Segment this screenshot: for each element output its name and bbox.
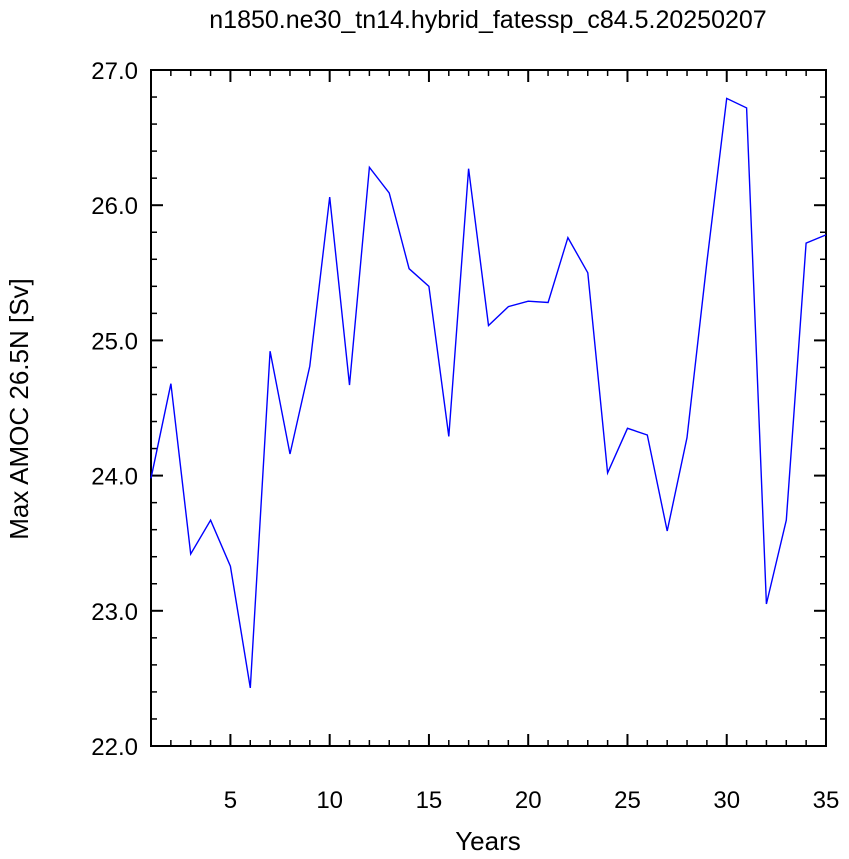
- major-ticks: [151, 69, 827, 747]
- amoc-series-line: [150, 97, 827, 689]
- y-tick-label: 22.0: [91, 734, 138, 761]
- y-tick-label: 25.0: [91, 328, 138, 355]
- x-tick-label: 10: [316, 787, 343, 814]
- y-tick-label: 27.0: [91, 58, 138, 85]
- x-tick-label: 30: [713, 787, 740, 814]
- x-tick-label: 15: [416, 787, 443, 814]
- y-axis-label: Max AMOC 26.5N [Sv]: [4, 278, 34, 540]
- x-tick-labels: 5 10 15 20 25 30 35: [224, 787, 840, 814]
- x-tick-label: 20: [515, 787, 542, 814]
- data-series: [150, 97, 827, 689]
- x-tick-label: 25: [614, 787, 641, 814]
- y-tick-labels: 22.0 23.0 24.0 25.0 26.0 27.0: [91, 58, 138, 761]
- y-tick-label: 23.0: [91, 599, 138, 626]
- x-tick-label: 5: [224, 787, 237, 814]
- minor-ticks: [150, 70, 826, 746]
- x-tick-label: 35: [813, 787, 840, 814]
- y-tick-label: 26.0: [91, 193, 138, 220]
- y-tick-label: 24.0: [91, 464, 138, 491]
- chart-title: n1850.ne30_tn14.hybrid_fatessp_c84.5.202…: [209, 6, 766, 34]
- x-axis-label: Years: [455, 826, 521, 856]
